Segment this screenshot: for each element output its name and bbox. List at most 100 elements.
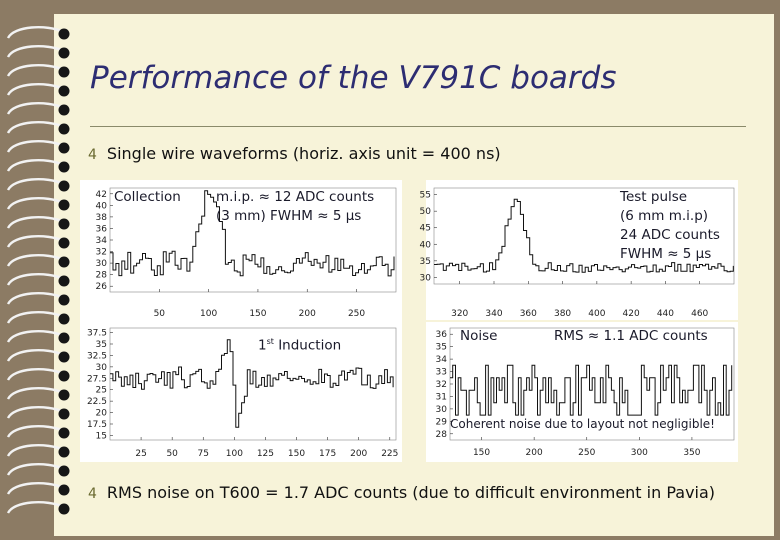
y-tick-label: 42: [96, 190, 107, 200]
spiral-hole: [58, 370, 70, 382]
spiral-loop: [6, 159, 65, 172]
bullet-rms-noise: 4 RMS noise on T600 = 1.7 ADC counts (due…: [88, 483, 715, 502]
spiral-hole: [58, 142, 70, 154]
spiral-loop: [6, 121, 65, 134]
induction-number: 1: [258, 337, 267, 354]
label-mip-line1: m.i.p. ≈ 12 ADC counts: [216, 189, 375, 205]
x-tick-label: 420: [623, 309, 640, 319]
waveform-line: [110, 190, 395, 277]
plot-test-pulse: 55 50 45 40 35 30 320 340 360 380 400 420 440 460 Tes…: [420, 180, 738, 320]
spiral-hole: [58, 28, 70, 40]
x-tick-label: 350: [683, 448, 700, 458]
x-tick-label: 175: [319, 449, 336, 459]
y-tick-label: 45: [420, 224, 431, 234]
induction-superscript: st: [266, 337, 274, 346]
spiral-loop: [6, 197, 65, 210]
spiral-loop: [6, 140, 65, 153]
x-tick-label: 50: [166, 449, 178, 459]
x-tick-label: 25: [135, 449, 146, 459]
x-tick-label: 400: [588, 309, 605, 319]
spiral-loop: [6, 463, 65, 476]
label-test-line4: FWHM ≈ 5 µs: [620, 246, 712, 262]
label-test-line1: Test pulse: [620, 189, 688, 205]
label-rms: RMS ≈ 1.1 ADC counts: [554, 328, 708, 344]
slide-title: Performance of the V791C boards: [90, 60, 617, 96]
label-collection: Collection: [114, 189, 181, 205]
spiral-hole: [58, 389, 70, 401]
waveform-line: [110, 339, 394, 428]
x-tick-label: 200: [350, 449, 367, 459]
x-tick-label: 200: [526, 448, 543, 458]
y-tick-label: 34: [96, 236, 108, 246]
spiral-loop: [6, 45, 65, 58]
title-divider: [90, 126, 746, 127]
y-tick-label: 50: [420, 207, 432, 217]
spiral-loop: [6, 444, 65, 457]
x-tick-label: 225: [381, 449, 398, 459]
y-tick-label: 37.5: [87, 329, 107, 339]
y-tick-label: 55: [420, 191, 431, 201]
spiral-loop: [6, 83, 65, 96]
y-tick-label: 40: [96, 201, 108, 211]
noise-chart: 36 35 34 33 32 31 30 29 28 150 200 250 300 350: [436, 327, 735, 458]
x-tick-label: 200: [299, 309, 316, 319]
y-tick-label: 36: [436, 330, 448, 340]
spiral-loop: [6, 311, 65, 324]
x-tick-label: 380: [554, 309, 571, 319]
spiral-loop: [6, 178, 65, 191]
y-tick-label: 38: [96, 213, 108, 223]
spiral-hole: [58, 161, 70, 173]
spiral-hole: [58, 351, 70, 363]
x-tick-label: 250: [348, 309, 365, 319]
spiral-hole: [58, 408, 70, 420]
plot-first-induction: 37.5 35 32.5 30 27.5 25 22.5 20 17.5 15 25 50 75 100 1…: [80, 322, 402, 462]
bullet-icon: 4: [88, 486, 97, 502]
spiral-hole: [58, 332, 70, 344]
spiral-hole: [58, 427, 70, 439]
spiral-hole: [58, 275, 70, 287]
y-tick-label: 35: [436, 343, 447, 353]
spiral-loop: [6, 330, 65, 343]
y-tick-label: 25: [96, 386, 107, 396]
spiral-hole: [58, 256, 70, 268]
spiral-hole: [58, 313, 70, 325]
spiral-loop: [6, 501, 65, 514]
spiral-hole: [58, 446, 70, 458]
bullet-text-rms: RMS noise on T600 = 1.7 ADC counts (due …: [106, 483, 716, 502]
y-tick-label: 27.5: [87, 374, 107, 384]
plot-collection: 42 40 38 36 34 32 30 28 26 50 100 150 200 250 Collect…: [80, 180, 402, 325]
spiral-loop: [6, 349, 65, 362]
y-tick-label: 29: [436, 417, 448, 427]
y-tick-label: 30: [96, 363, 108, 373]
waveform-line: [434, 198, 734, 273]
label-test-line3: 24 ADC counts: [620, 227, 720, 243]
x-tick-label: 150: [249, 309, 266, 319]
x-tick-label: 460: [691, 309, 708, 319]
x-tick-label: 50: [154, 309, 166, 319]
x-tick-label: 100: [226, 449, 243, 459]
x-tick-label: 250: [578, 448, 595, 458]
spiral-loop: [6, 368, 65, 381]
y-tick-label: 22.5: [87, 397, 107, 407]
spiral-hole: [58, 218, 70, 230]
x-tick-label: 340: [485, 309, 502, 319]
y-tick-label: 32: [436, 380, 447, 390]
y-tick-label: 30: [96, 259, 108, 269]
y-tick-label: 30: [436, 405, 448, 415]
label-mip-line2: (3 mm) FWHM ≈ 5 µs: [216, 208, 362, 224]
bullet-waveforms: 4 Single wire waveforms (horiz. axis unit…: [88, 144, 501, 163]
spiral-loop: [6, 273, 65, 286]
spiral-hole: [58, 465, 70, 477]
spiral-loop: [6, 235, 65, 248]
y-tick-label: 28: [96, 271, 108, 281]
spiral-loop: [6, 64, 65, 77]
y-tick-label: 35: [420, 257, 431, 267]
waveform-line: [450, 364, 733, 416]
spiral-hole: [58, 104, 70, 116]
spiral-hole: [58, 484, 70, 496]
spiral-loop: [6, 425, 65, 438]
label-coherent-noise: Coherent noise due to layout not negligi…: [450, 417, 715, 431]
y-tick-label: 34: [436, 355, 448, 365]
